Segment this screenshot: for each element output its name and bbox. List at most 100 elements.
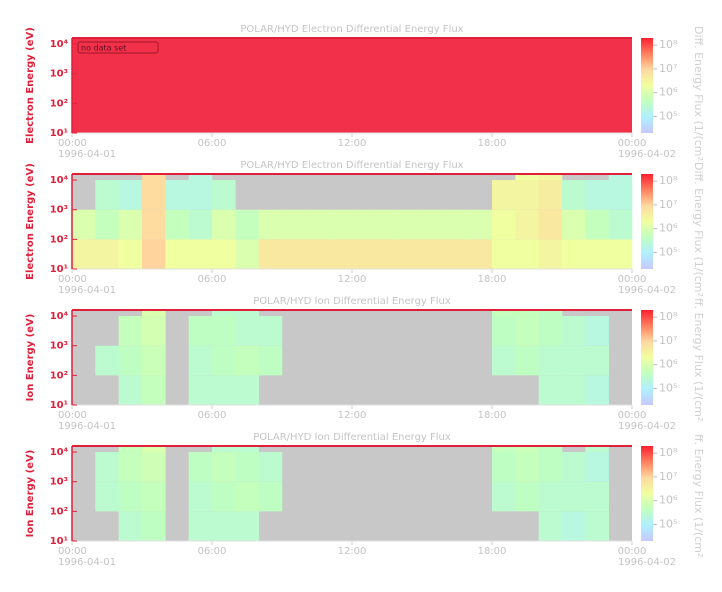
heat-cell	[142, 511, 166, 541]
heat-cell	[282, 239, 306, 269]
heat-cell	[492, 481, 516, 512]
heat-cell	[398, 209, 423, 240]
heat-cell	[585, 209, 609, 240]
heat-cell	[585, 180, 609, 210]
heat-cell	[538, 174, 563, 181]
heat-cell	[515, 180, 539, 210]
heat-cell	[142, 180, 166, 210]
x-tick-label: 18:00	[478, 546, 507, 557]
x-tick-label: 00:00	[58, 410, 87, 421]
colorbar-tick-label: 10⁸	[659, 38, 678, 51]
heat-cell	[212, 446, 236, 453]
y-tick-label: 10³	[50, 205, 68, 216]
heat-cell	[305, 209, 329, 240]
heat-cell	[212, 345, 236, 376]
y-tick-label: 10³	[50, 341, 68, 352]
x-tick-label: 12:00	[338, 274, 367, 285]
y-axis-label: Ion Energy (eV)	[25, 314, 36, 402]
heat-cell	[212, 239, 236, 269]
heat-cell	[608, 209, 633, 240]
heat-cell	[515, 310, 539, 317]
heat-cell	[142, 446, 166, 453]
heat-cell	[188, 511, 213, 541]
date-label: 1996-04-02	[618, 285, 676, 296]
heat-cell	[95, 209, 119, 240]
date-label: 1996-04-02	[618, 149, 676, 160]
heat-cell	[118, 239, 143, 269]
heat-cell	[562, 375, 586, 405]
heat-cell	[375, 209, 399, 240]
heat-cell	[188, 375, 213, 405]
y-tick-label: 10²	[50, 234, 68, 245]
y-tick-label: 10⁴	[50, 447, 68, 458]
heat-cell	[492, 452, 516, 482]
date-label: 1996-04-01	[58, 421, 116, 432]
colorbar-tick-label: 10⁷	[659, 198, 677, 211]
x-tick-label: 12:00	[338, 138, 367, 149]
heat-cell	[142, 209, 166, 240]
heat-cell	[212, 310, 236, 317]
heat-cell	[258, 209, 283, 240]
panel-title: POLAR/HYD Electron Differential Energy F…	[240, 24, 463, 35]
heat-cell	[562, 239, 586, 269]
heat-cell	[235, 316, 259, 346]
heat-cell	[258, 452, 283, 482]
colorbar-tick-label: 10⁸	[659, 310, 678, 323]
heat-cell	[188, 239, 213, 269]
heat-cell	[352, 209, 376, 240]
date-label: 1996-04-02	[618, 421, 676, 432]
heat-cell	[562, 180, 586, 210]
heat-cell	[118, 452, 143, 482]
heat-cell	[212, 209, 236, 240]
heat-cell	[235, 209, 259, 240]
colorbar-tick-label: 10⁷	[659, 470, 677, 483]
heat-cell	[235, 310, 259, 317]
heat-cell	[585, 481, 609, 512]
heat-cell	[445, 239, 469, 269]
heat-cell	[235, 481, 259, 512]
heat-cell	[562, 345, 586, 376]
heat-cell	[422, 239, 446, 269]
heat-cell	[585, 345, 609, 376]
heat-cell	[142, 345, 166, 376]
heat-cell	[142, 316, 166, 346]
colorbar	[641, 174, 653, 269]
panel-title: POLAR/HYD Electron Differential Energy F…	[240, 160, 463, 171]
colorbar-tick-label: 10⁸	[659, 174, 678, 187]
x-tick-label: 12:00	[338, 546, 367, 557]
heat-cell	[142, 481, 166, 512]
heat-cell	[608, 180, 633, 210]
y-tick-label: 10²	[50, 506, 68, 517]
heat-cell	[538, 511, 563, 541]
x-tick-label: 06:00	[198, 138, 227, 149]
x-tick-label: 06:00	[198, 410, 227, 421]
heat-cell	[235, 375, 259, 405]
heat-cell	[492, 180, 516, 210]
y-tick-label: 10⁴	[50, 311, 68, 322]
heat-cell	[118, 180, 143, 210]
annotation: no data set	[81, 44, 126, 53]
colorbar-tick-label: 10⁶	[659, 222, 678, 235]
heat-cell	[422, 209, 446, 240]
colorbar	[641, 446, 653, 541]
colorbar-label: ff. Energy Flux (1/(cm²	[692, 298, 705, 421]
heat-cell	[492, 209, 516, 240]
heat-cell	[95, 239, 119, 269]
y-tick-label: 10³	[50, 477, 68, 488]
heat-cell	[212, 511, 236, 541]
heat-cell	[492, 310, 516, 317]
date-label: 1996-04-01	[58, 285, 116, 296]
colorbar-tick-label: 10⁵	[659, 381, 677, 394]
annotation-box	[77, 41, 159, 54]
panel-title: POLAR/HYD Ion Differential Energy Flux	[253, 296, 451, 307]
colorbar-tick-label: 10⁵	[659, 109, 677, 122]
heat-cell	[212, 375, 236, 405]
heat-cell	[328, 209, 353, 240]
heat-cell	[258, 316, 283, 346]
heat-cell	[235, 446, 259, 453]
y-axis-label: Electron Energy (eV)	[25, 163, 36, 280]
heat-cell	[258, 239, 283, 269]
colorbar	[641, 310, 653, 405]
heat-cell	[212, 481, 236, 512]
